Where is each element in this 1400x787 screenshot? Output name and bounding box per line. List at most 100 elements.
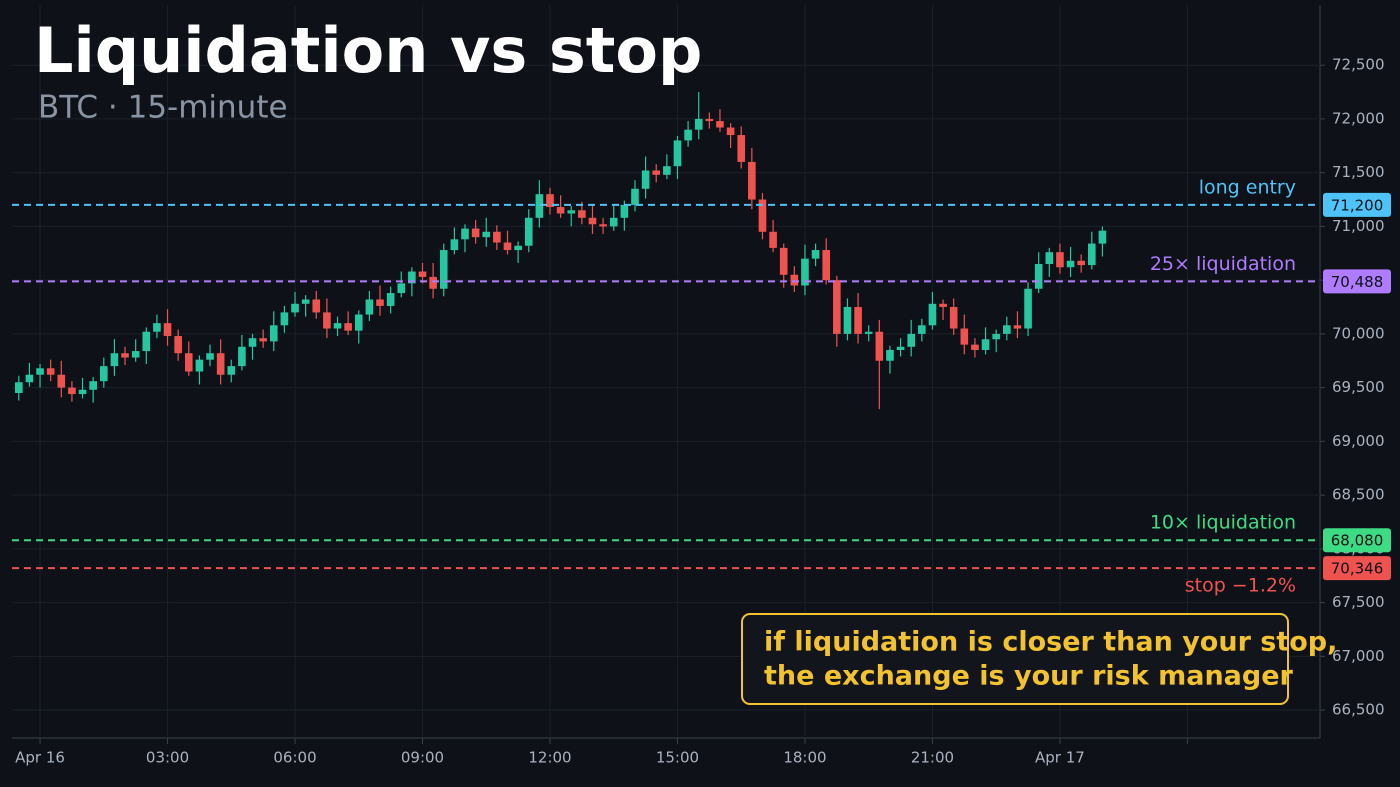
candle-body [514,245,522,251]
candle-body [227,366,236,375]
candle-body [748,161,756,200]
candle-body [36,368,44,375]
candle-body [121,353,129,358]
candle-body [673,140,682,167]
level-tag-box [1323,528,1391,553]
x-tick-label: 06:00 [273,749,316,767]
candle-body [471,228,480,238]
candle-body [843,307,852,334]
y-tick-label: 67,000 [1332,647,1385,665]
candle-body [960,328,969,345]
candle-body [25,374,34,383]
y-tick-label: 72,000 [1332,109,1385,127]
candle-body [1013,325,1022,329]
candle-body [886,350,894,361]
candle-body [567,210,576,214]
candle-body [641,170,650,189]
annotation-line: if liquidation is closer than your stop, [764,627,1337,658]
level-tag-box [1323,192,1391,217]
candle-body [981,339,990,351]
candle-body [163,323,172,337]
level-tag: 71,200 [1331,196,1384,214]
candle-body [174,336,182,354]
candle-body [386,293,395,306]
candle-body [333,323,342,329]
candle-body [790,274,799,286]
candle-body [450,239,459,251]
candle-body [992,333,1000,340]
candle-body [609,217,618,227]
candle-body [524,217,533,246]
candle-body [493,231,501,243]
candle-body [631,188,639,205]
level-tag-box [1323,269,1391,294]
candle-body [1034,264,1043,289]
candle-body [301,299,310,304]
candle-body [1056,252,1064,268]
candle-body [546,194,554,208]
candle-body [312,299,321,313]
candle-body [418,271,427,277]
level-label: 25× liquidation [1150,253,1296,275]
candle-body [588,217,597,225]
candle-body [1003,325,1011,334]
candle-body [663,166,671,175]
candle-body [503,242,512,251]
candle-body [216,353,225,375]
candle-body [939,303,947,308]
x-tick-label: 15:00 [656,749,699,767]
y-tick-label: 72,500 [1332,56,1385,74]
candle-body [408,271,416,284]
candle-body [110,353,119,367]
candle-body [928,303,937,326]
candle-body [578,210,586,218]
candle-body [78,389,87,395]
candle-body [694,118,703,130]
chart-title: Liquidation vs stop [34,14,702,87]
candle-body [142,331,151,352]
y-tick-label: 71,500 [1332,163,1385,181]
x-tick-label: Apr 16 [15,749,65,767]
candle-body [269,325,278,342]
candle-body [1077,260,1085,266]
candle-body [89,381,97,390]
candle-body [556,207,565,214]
candle-body [896,346,905,351]
candle-body [684,129,692,141]
candle-body [535,194,544,218]
level-label: 10× liquidation [1150,512,1296,534]
candle-body [397,283,406,294]
candle-body [248,338,257,347]
candle-body [153,323,161,332]
candle-body [620,204,629,218]
candle-body [652,170,661,175]
candle-body [280,312,289,326]
candle-body [875,331,884,361]
candle-body [14,382,23,393]
chart-subtitle: BTC · 15-minute [38,90,288,126]
candle-body [365,299,374,315]
level-label: stop −1.2% [1185,575,1296,597]
candle-body [907,333,915,347]
candle-body [705,118,714,122]
candle-body [195,359,204,372]
y-tick-label: 69,000 [1332,432,1385,450]
candle-body [1088,243,1096,266]
y-tick-label: 69,500 [1332,378,1385,396]
y-tick-label: 70,000 [1332,324,1385,342]
candle-body [779,247,788,275]
candle-body [971,344,979,351]
candle-body [99,366,108,382]
level-tag: 70,346 [1331,560,1384,578]
candle-body [1098,230,1107,244]
candle-body [57,374,66,388]
candle-body [238,346,246,367]
candle-body [291,303,299,313]
candle-body [259,338,267,342]
candle-body [918,325,926,334]
candle-body [482,231,491,238]
candle-body [833,280,841,334]
candle-body [46,368,55,375]
candle-body [439,250,448,289]
